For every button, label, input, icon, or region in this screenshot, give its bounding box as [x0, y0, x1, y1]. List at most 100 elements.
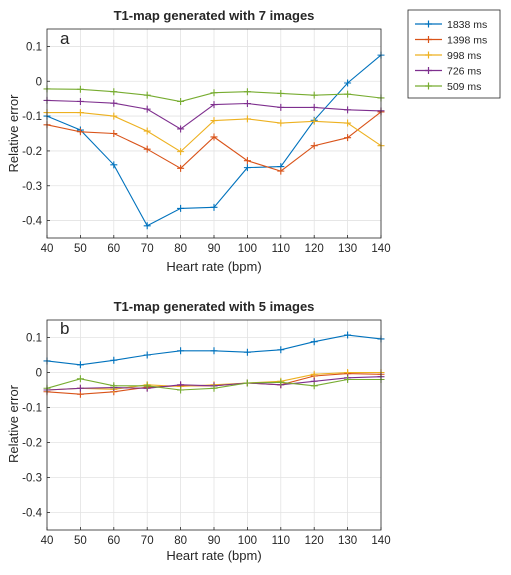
data-point-a-4 — [210, 101, 218, 109]
chart-title-a: T1-map generated with 7 images — [114, 8, 315, 23]
y-tick-label: -0.4 — [22, 508, 42, 520]
data-point-b-1 — [177, 347, 185, 355]
y-tick-label: -0.3 — [22, 473, 42, 485]
data-point-a-2 — [344, 134, 352, 142]
x-tick-label: 60 — [107, 243, 120, 255]
y-tick-label: -0.3 — [22, 181, 42, 193]
plot-frame-b — [46, 319, 382, 531]
x-tick-label: 70 — [141, 535, 154, 547]
data-point-a-5 — [243, 88, 251, 96]
x-axis-label-b: Heart rate (bpm) — [166, 548, 261, 563]
chart-title-b: T1-map generated with 5 images — [114, 299, 315, 314]
y-tick-label: -0.4 — [22, 216, 42, 228]
data-point-a-3 — [344, 119, 352, 127]
x-tick-label: 40 — [41, 243, 54, 255]
x-tick-label: 100 — [238, 243, 257, 255]
data-point-b-5 — [277, 378, 285, 386]
legend-label: 1398 ms — [447, 35, 487, 47]
data-point-b-5 — [310, 382, 318, 390]
legend-marker — [425, 36, 432, 43]
x-tick-label: 80 — [174, 535, 187, 547]
x-tick-label: 110 — [272, 535, 290, 547]
data-point-a-1 — [210, 203, 218, 211]
data-point-a-3 — [143, 127, 151, 135]
x-axis-label-a: Heart rate (bpm) — [166, 259, 261, 274]
data-point-a-5 — [110, 88, 118, 96]
data-point-a-3 — [76, 109, 84, 117]
y-tick-label: 0.1 — [26, 41, 42, 53]
x-tick-label: 120 — [305, 243, 324, 255]
y-tick-label: 0 — [36, 368, 42, 380]
data-point-b-5 — [344, 376, 352, 383]
data-point-b-5 — [243, 379, 251, 387]
data-point-b-2 — [76, 390, 84, 398]
x-tick-label: 110 — [272, 243, 290, 255]
data-point-a-4 — [110, 99, 118, 107]
data-point-a-5 — [143, 91, 151, 99]
data-point-a-3 — [110, 112, 118, 120]
data-point-a-4 — [143, 105, 151, 113]
data-point-a-3 — [310, 117, 318, 125]
data-point-a-5 — [177, 97, 185, 105]
data-point-a-2 — [243, 157, 251, 165]
data-point-a-4 — [310, 103, 318, 111]
y-tick-label: -0.2 — [22, 438, 42, 450]
data-point-a-5 — [210, 89, 218, 97]
data-point-a-1 — [110, 161, 118, 169]
y-tick-label: 0.1 — [26, 333, 42, 345]
data-point-b-1 — [243, 348, 251, 356]
data-point-b-3 — [310, 370, 318, 378]
data-point-a-2 — [177, 164, 185, 172]
x-tick-label: 130 — [338, 243, 357, 255]
legend-items: 1838 ms 1398 ms 998 ms 726 ms 509 ms — [415, 19, 487, 93]
y-tick-label: -0.2 — [22, 146, 42, 158]
y-tick-label: 0 — [36, 76, 42, 88]
ticks-a: 40 50 60 70 80 90 100 110 120 130 140 -0.4 -0.3 -0.2 -… — [22, 41, 390, 255]
data-point-a-3 — [243, 115, 251, 123]
data-point-b-5 — [110, 382, 118, 390]
data-point-a-4 — [344, 106, 352, 114]
y-axis-label-a: Relative error — [6, 94, 21, 173]
legend-box — [407, 9, 501, 99]
x-tick-label: 40 — [41, 535, 54, 547]
x-tick-label: 140 — [371, 243, 390, 255]
data-point-a-1 — [243, 164, 251, 172]
data-point-b-1 — [110, 356, 118, 364]
plot-frame-a — [46, 28, 382, 239]
x-tick-label: 70 — [141, 243, 154, 255]
data-point-b-5 — [210, 384, 218, 392]
data-point-a-3 — [210, 117, 218, 125]
data-point-b-1 — [310, 338, 318, 346]
data-point-a-5 — [310, 91, 318, 99]
data-point-b-5 — [76, 375, 84, 383]
data-point-a-3 — [277, 119, 285, 127]
legend-label: 726 ms — [447, 66, 481, 78]
chart-panel-a: T1-map generated with 7 images 40 50 60 70 8… — [6, 8, 391, 274]
data-point-b-1 — [210, 347, 218, 355]
legend-marker — [425, 67, 432, 74]
data-point-a-2 — [210, 133, 218, 141]
x-tick-label: 130 — [338, 535, 357, 547]
data-point-a-3 — [177, 148, 185, 156]
x-tick-label: 80 — [174, 243, 187, 255]
data-point-b-1 — [277, 346, 285, 354]
panel-label-b: b — [60, 319, 69, 338]
panel-label-a: a — [60, 29, 70, 48]
legend-label: 509 ms — [447, 81, 481, 93]
data-point-a-5 — [344, 90, 352, 98]
data-point-a-4 — [277, 103, 285, 111]
data-point-b-1 — [76, 361, 84, 369]
x-tick-label: 120 — [305, 535, 324, 547]
x-tick-label: 50 — [74, 243, 87, 255]
x-tick-label: 140 — [371, 535, 390, 547]
y-tick-label: -0.1 — [22, 111, 42, 123]
legend-marker — [425, 82, 432, 90]
data-point-a-1 — [344, 79, 352, 87]
data-point-a-2 — [310, 142, 318, 150]
data-point-a-2 — [76, 128, 84, 136]
legend-marker — [425, 51, 432, 59]
data-point-a-4 — [76, 97, 84, 105]
x-tick-label: 60 — [107, 535, 120, 547]
data-point-a-4 — [177, 125, 185, 133]
